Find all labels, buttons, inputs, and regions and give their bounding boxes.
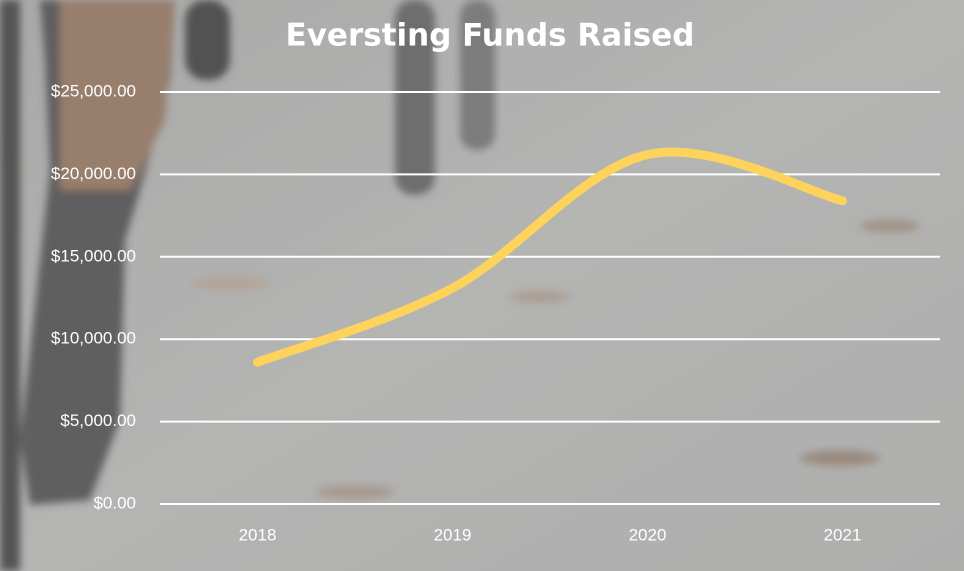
y-tick-label: $0.00 (93, 493, 136, 512)
line (253, 147, 847, 367)
y-tick-label: $15,000.00 (51, 246, 136, 265)
x-tick-label: 2018 (239, 525, 277, 544)
y-tick-label: $5,000.00 (60, 411, 136, 430)
x-tick-label: 2021 (824, 525, 862, 544)
y-tick-label: $25,000.00 (51, 81, 136, 100)
photo-shapes (0, 0, 920, 571)
x-tick-label: 2020 (629, 525, 667, 544)
y-tick-label: $10,000.00 (51, 329, 136, 348)
y-tick-label: $20,000.00 (51, 164, 136, 183)
chart-title: Eversting Funds Raised (286, 18, 695, 54)
x-tick-label: 2019 (434, 525, 472, 544)
